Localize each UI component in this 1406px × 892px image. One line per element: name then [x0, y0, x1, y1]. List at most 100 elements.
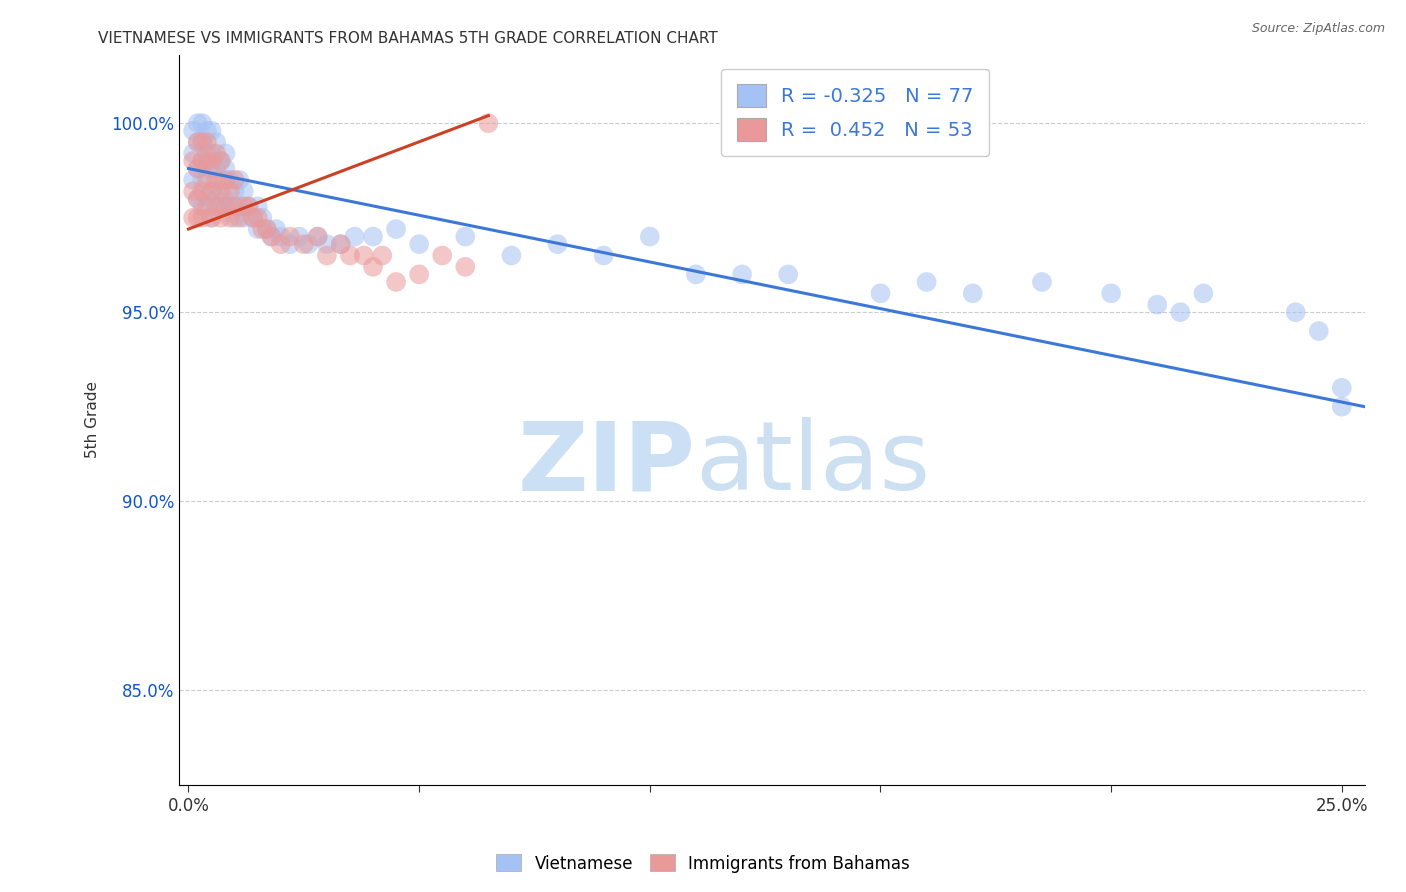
Point — [181, 146, 204, 161]
Point — [1031, 275, 1053, 289]
Point — [288, 229, 311, 244]
Point — [315, 237, 337, 252]
Legend: Vietnamese, Immigrants from Bahamas: Vietnamese, Immigrants from Bahamas — [489, 847, 917, 880]
Point — [242, 211, 264, 225]
Point — [1192, 286, 1215, 301]
Point — [232, 199, 254, 213]
Point — [252, 211, 274, 225]
Point — [181, 184, 204, 198]
Point — [1308, 324, 1330, 338]
Point — [214, 173, 236, 187]
Point — [187, 135, 209, 149]
Point — [181, 173, 204, 187]
Point — [195, 153, 218, 168]
Point — [1285, 305, 1308, 319]
Point — [205, 161, 228, 176]
Point — [224, 199, 246, 213]
Point — [187, 211, 209, 225]
Point — [232, 211, 254, 225]
Point — [219, 199, 242, 213]
Point — [191, 173, 214, 187]
Text: VIETNAMESE VS IMMIGRANTS FROM BAHAMAS 5TH GRADE CORRELATION CHART: VIETNAMESE VS IMMIGRANTS FROM BAHAMAS 5T… — [98, 31, 718, 46]
Point — [547, 237, 569, 252]
Point — [200, 124, 222, 138]
Point — [501, 248, 523, 262]
Point — [200, 184, 222, 198]
Point — [228, 173, 250, 187]
Point — [224, 173, 246, 187]
Point — [209, 153, 232, 168]
Point — [329, 237, 352, 252]
Point — [187, 192, 209, 206]
Point — [232, 184, 254, 198]
Point — [200, 211, 222, 225]
Point — [1168, 305, 1191, 319]
Point — [187, 161, 209, 176]
Point — [477, 116, 499, 130]
Point — [200, 211, 222, 225]
Point — [307, 229, 329, 244]
Point — [209, 211, 232, 225]
Point — [260, 229, 283, 244]
Point — [191, 153, 214, 168]
Point — [270, 229, 292, 244]
Point — [219, 211, 242, 225]
Point — [292, 237, 315, 252]
Point — [246, 199, 269, 213]
Point — [200, 161, 222, 176]
Point — [256, 222, 278, 236]
Point — [214, 161, 236, 176]
Point — [181, 211, 204, 225]
Y-axis label: 5th Grade: 5th Grade — [86, 382, 100, 458]
Point — [238, 199, 260, 213]
Point — [385, 222, 408, 236]
Point — [454, 260, 477, 274]
Point — [187, 135, 209, 149]
Point — [191, 199, 214, 213]
Point — [278, 229, 301, 244]
Point — [307, 229, 329, 244]
Point — [962, 286, 984, 301]
Point — [408, 268, 430, 282]
Point — [181, 124, 204, 138]
Point — [915, 275, 938, 289]
Point — [195, 135, 218, 149]
Point — [200, 146, 222, 161]
Point — [224, 211, 246, 225]
Point — [361, 260, 384, 274]
Text: ZIP: ZIP — [517, 417, 695, 510]
Point — [205, 135, 228, 149]
Point — [228, 211, 250, 225]
Point — [297, 237, 319, 252]
Point — [195, 173, 218, 187]
Point — [432, 248, 454, 262]
Point — [685, 268, 707, 282]
Point — [191, 211, 214, 225]
Point — [224, 184, 246, 198]
Point — [187, 192, 209, 206]
Point — [200, 184, 222, 198]
Point — [278, 237, 301, 252]
Point — [242, 211, 264, 225]
Point — [315, 248, 337, 262]
Point — [252, 222, 274, 236]
Point — [778, 268, 800, 282]
Point — [209, 199, 232, 213]
Point — [1330, 400, 1353, 414]
Point — [228, 199, 250, 213]
Point — [408, 237, 430, 252]
Point — [339, 248, 361, 262]
Point — [214, 192, 236, 206]
Point — [195, 161, 218, 176]
Point — [195, 124, 218, 138]
Point — [205, 173, 228, 187]
Point — [214, 199, 236, 213]
Point — [246, 211, 269, 225]
Point — [181, 153, 204, 168]
Point — [361, 229, 384, 244]
Point — [343, 229, 366, 244]
Point — [371, 248, 394, 262]
Point — [187, 161, 209, 176]
Point — [731, 268, 754, 282]
Point — [205, 199, 228, 213]
